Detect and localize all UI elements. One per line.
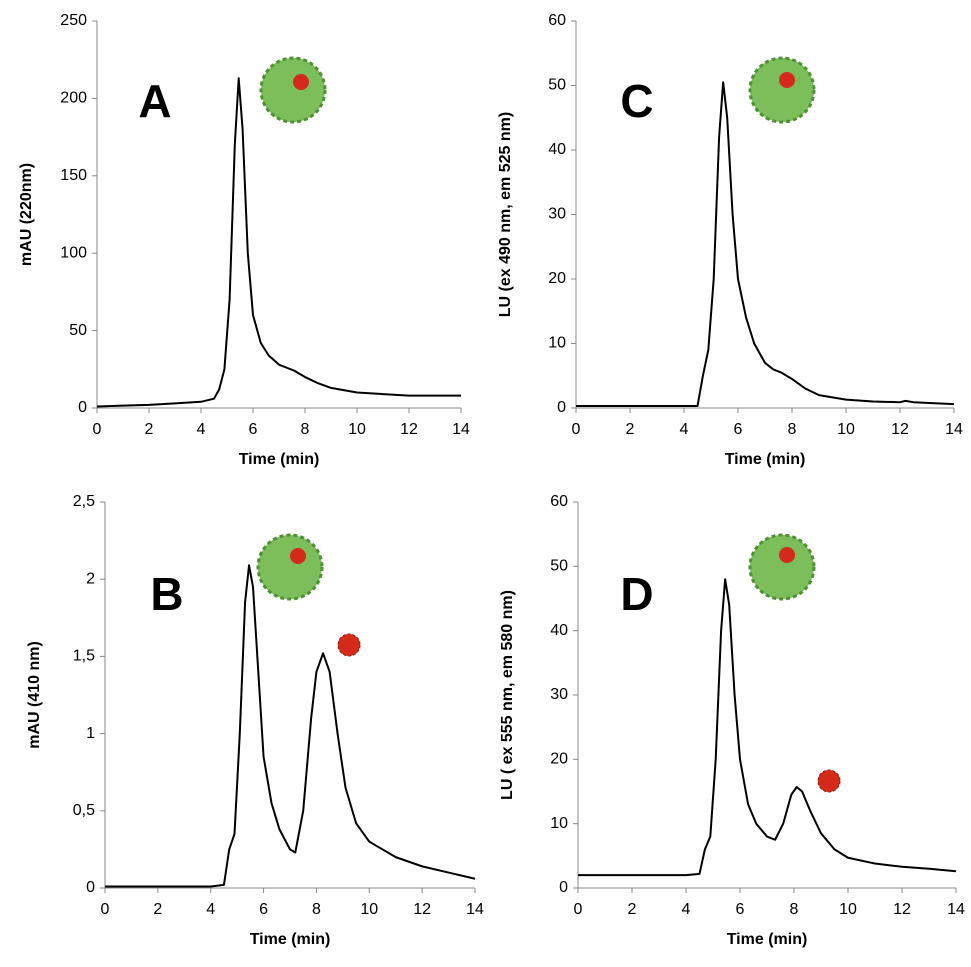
trace bbox=[105, 564, 476, 888]
x-tick-label: 2 bbox=[626, 421, 635, 438]
x-tick-label: 10 bbox=[360, 901, 378, 918]
y-tick-label: 200 bbox=[60, 90, 87, 107]
icon-cage-a bbox=[259, 56, 327, 124]
x-tick-label: 10 bbox=[837, 421, 855, 438]
x-tick-label: 6 bbox=[734, 421, 743, 438]
icon-cage-d bbox=[748, 533, 816, 601]
x-tick-label: 6 bbox=[736, 901, 745, 918]
y-tick-label: 20 bbox=[548, 270, 566, 287]
y-axis-label: mAU (410 nm) bbox=[26, 641, 43, 749]
x-tick-label: 0 bbox=[574, 901, 583, 918]
icon-heme-b bbox=[337, 633, 361, 657]
panel-letter: D bbox=[620, 568, 653, 620]
y-tick-label: 50 bbox=[69, 322, 87, 339]
y-tick-label: 10 bbox=[550, 815, 568, 832]
x-tick-label: 2 bbox=[145, 421, 154, 438]
x-tick-label: 2 bbox=[153, 901, 162, 918]
y-tick-label: 0 bbox=[559, 879, 568, 896]
x-tick-label: 14 bbox=[945, 421, 963, 438]
x-tick-label: 4 bbox=[682, 901, 691, 918]
panel-letter: B bbox=[150, 568, 183, 620]
y-tick-label: 30 bbox=[548, 206, 566, 223]
x-axis-label: Time (min) bbox=[725, 451, 806, 468]
y-tick-label: 0 bbox=[86, 879, 95, 896]
y-tick-label: 40 bbox=[548, 141, 566, 158]
x-tick-label: 12 bbox=[891, 421, 909, 438]
x-tick-label: 10 bbox=[348, 421, 366, 438]
x-tick-label: 0 bbox=[101, 901, 110, 918]
y-tick-label: 2 bbox=[86, 570, 95, 587]
y-tick-label: 20 bbox=[550, 751, 568, 768]
x-tick-label: 8 bbox=[788, 421, 797, 438]
x-tick-label: 12 bbox=[893, 901, 911, 918]
panel-letter: A bbox=[138, 75, 171, 127]
y-tick-label: 1 bbox=[86, 725, 95, 742]
x-tick-label: 14 bbox=[466, 901, 484, 918]
y-tick-label: 40 bbox=[550, 622, 568, 639]
y-tick-label: 2,5 bbox=[73, 493, 95, 510]
x-tick-label: 0 bbox=[572, 421, 581, 438]
icon-cage-c bbox=[748, 56, 816, 124]
x-tick-label: 8 bbox=[790, 901, 799, 918]
y-tick-label: 250 bbox=[60, 12, 87, 29]
y-tick-label: 50 bbox=[550, 558, 568, 575]
x-tick-label: 14 bbox=[452, 421, 470, 438]
y-tick-label: 10 bbox=[548, 335, 566, 352]
y-tick-label: 1,5 bbox=[73, 648, 95, 665]
y-tick-label: 50 bbox=[548, 77, 566, 94]
trace bbox=[578, 578, 957, 877]
x-tick-label: 4 bbox=[206, 901, 215, 918]
y-tick-label: 0,5 bbox=[73, 802, 95, 819]
x-tick-label: 6 bbox=[259, 901, 268, 918]
x-tick-label: 10 bbox=[839, 901, 857, 918]
x-tick-label: 4 bbox=[680, 421, 689, 438]
x-tick-label: 8 bbox=[312, 901, 321, 918]
icon-cage-b bbox=[256, 533, 324, 601]
trace bbox=[576, 81, 955, 408]
y-axis-label: LU ( ex 555 nm, em 580 nm) bbox=[499, 590, 516, 800]
y-tick-label: 100 bbox=[60, 244, 87, 261]
x-tick-label: 0 bbox=[93, 421, 102, 438]
y-axis-label: mAU (220nm) bbox=[18, 163, 35, 266]
x-tick-label: 8 bbox=[301, 421, 310, 438]
x-tick-label: 12 bbox=[400, 421, 418, 438]
y-tick-label: 60 bbox=[548, 12, 566, 29]
x-tick-label: 6 bbox=[249, 421, 258, 438]
y-tick-label: 60 bbox=[550, 493, 568, 510]
x-tick-label: 14 bbox=[947, 901, 965, 918]
y-tick-label: 0 bbox=[557, 399, 566, 416]
x-tick-label: 4 bbox=[197, 421, 206, 438]
y-tick-label: 0 bbox=[78, 399, 87, 416]
y-axis-label: LU (ex 490 nm, em 525 nm) bbox=[497, 112, 514, 317]
x-axis-label: Time (min) bbox=[727, 931, 808, 948]
x-tick-label: 12 bbox=[413, 901, 431, 918]
panel-letter: C bbox=[620, 75, 653, 127]
y-tick-label: 30 bbox=[550, 686, 568, 703]
x-axis-label: Time (min) bbox=[250, 931, 331, 948]
trace bbox=[96, 77, 461, 408]
icon-heme-d bbox=[817, 769, 841, 793]
x-tick-label: 2 bbox=[628, 901, 637, 918]
x-axis-label: Time (min) bbox=[239, 451, 320, 468]
y-tick-label: 150 bbox=[60, 167, 87, 184]
